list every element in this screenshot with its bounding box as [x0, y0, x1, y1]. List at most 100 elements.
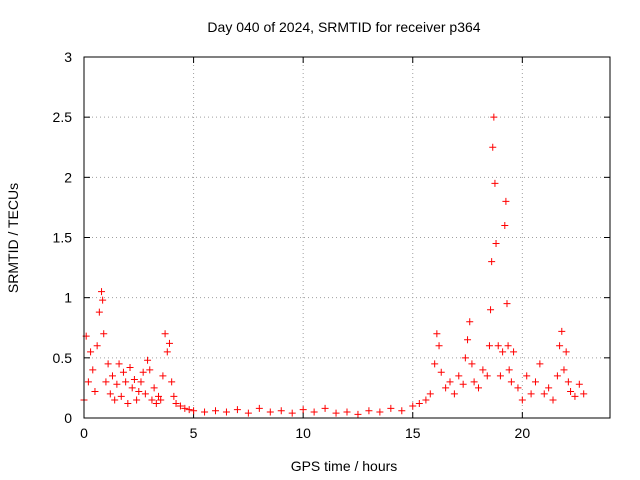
- x-tick-label: 15: [405, 425, 421, 441]
- data-point: [558, 327, 566, 335]
- data-point: [91, 388, 99, 396]
- data-point: [580, 390, 588, 398]
- y-tick-label: 1: [64, 290, 72, 306]
- data-point: [505, 366, 513, 374]
- data-point: [111, 396, 119, 404]
- data-point: [567, 388, 575, 396]
- x-tick-label: 10: [295, 425, 311, 441]
- data-point: [564, 378, 572, 386]
- data-point: [549, 396, 557, 404]
- data-point: [266, 408, 274, 416]
- data-point: [133, 396, 141, 404]
- data-point: [523, 372, 531, 380]
- data-point: [387, 404, 395, 412]
- data-point: [536, 360, 544, 368]
- data-point: [102, 378, 110, 386]
- data-point: [310, 408, 318, 416]
- data-point: [514, 384, 522, 392]
- data-point: [144, 356, 152, 364]
- data-point: [119, 368, 127, 376]
- data-point: [277, 407, 285, 415]
- data-point: [176, 402, 184, 410]
- data-point: [553, 372, 561, 380]
- y-tick-label: 3: [64, 49, 72, 65]
- data-point: [442, 384, 450, 392]
- x-axis-label: GPS time / hours: [291, 458, 398, 474]
- data-point: [446, 378, 454, 386]
- y-tick-label: 2.5: [53, 109, 73, 125]
- data-points: [80, 113, 588, 418]
- data-point: [545, 384, 553, 392]
- data-point: [190, 407, 198, 415]
- data-point: [99, 296, 107, 304]
- data-point: [527, 390, 535, 398]
- x-tick-label: 20: [515, 425, 531, 441]
- y-tick-label: 2: [64, 169, 72, 185]
- data-point: [212, 407, 219, 415]
- data-point: [139, 368, 147, 376]
- data-point: [489, 143, 497, 151]
- data-point: [415, 400, 423, 408]
- data-point: [93, 342, 101, 350]
- data-point: [459, 380, 467, 388]
- plot-frame: [83, 56, 611, 419]
- data-point: [288, 409, 296, 417]
- data-point: [98, 288, 106, 296]
- data-point: [461, 354, 469, 362]
- data-point: [492, 240, 500, 248]
- data-point: [299, 406, 307, 414]
- data-point: [435, 342, 443, 350]
- data-point: [398, 407, 406, 415]
- data-point: [172, 400, 180, 408]
- data-point: [113, 380, 121, 388]
- data-point: [117, 392, 125, 400]
- data-point: [507, 378, 515, 386]
- data-point: [556, 342, 564, 350]
- x-tick-label: 0: [80, 425, 88, 441]
- data-point: [100, 330, 108, 338]
- data-point: [496, 372, 504, 380]
- data-point: [141, 390, 149, 398]
- data-point: [571, 392, 579, 400]
- data-point: [84, 378, 92, 386]
- data-point: [483, 372, 491, 380]
- data-point: [157, 396, 165, 404]
- data-point: [540, 390, 548, 398]
- data-point: [426, 390, 434, 398]
- data-point: [106, 390, 114, 398]
- data-point: [376, 408, 384, 416]
- data-point: [431, 360, 439, 368]
- data-point: [464, 336, 472, 344]
- data-point: [89, 366, 97, 374]
- data-point: [504, 342, 512, 350]
- data-point: [124, 400, 132, 408]
- data-point: [332, 409, 340, 417]
- data-point: [510, 348, 518, 356]
- data-point: [560, 366, 568, 374]
- y-tick-label: 1.5: [53, 230, 73, 246]
- data-point: [501, 221, 509, 229]
- data-point: [437, 368, 445, 376]
- data-point: [455, 372, 463, 380]
- data-point: [222, 408, 230, 416]
- data-point: [104, 360, 112, 368]
- data-point: [343, 408, 351, 416]
- data-point: [433, 330, 441, 338]
- data-point: [494, 342, 502, 350]
- data-point: [531, 378, 539, 386]
- data-point: [152, 400, 160, 408]
- data-point: [470, 378, 478, 386]
- data-point: [487, 306, 495, 314]
- data-point: [185, 406, 193, 414]
- data-point: [499, 348, 507, 356]
- data-point: [490, 113, 498, 121]
- data-point: [161, 330, 169, 338]
- data-point: [518, 396, 526, 404]
- data-point: [163, 348, 171, 356]
- data-point: [491, 179, 499, 187]
- data-point: [354, 410, 362, 418]
- data-point: [148, 396, 156, 404]
- data-point: [135, 388, 143, 396]
- data-point: [562, 348, 570, 356]
